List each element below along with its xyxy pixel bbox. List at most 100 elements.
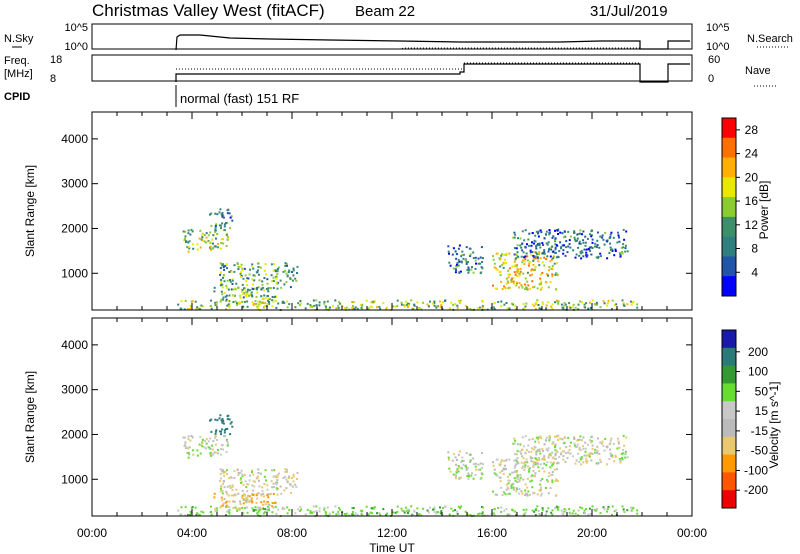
data-cell (492, 464, 495, 467)
data-cell (525, 508, 528, 511)
data-cell (189, 233, 192, 236)
data-cell (219, 473, 222, 476)
data-cell (520, 284, 523, 286)
data-cell (191, 436, 194, 439)
data-cell (594, 451, 596, 454)
data-cell (282, 301, 285, 304)
data-cell (266, 278, 269, 281)
data-cell (221, 293, 224, 296)
data-cell (559, 241, 562, 244)
data-cell (184, 299, 187, 302)
data-cell (212, 440, 215, 443)
data-cell (289, 286, 292, 289)
data-cell (247, 494, 249, 497)
data-cell (226, 415, 229, 418)
y-tick-label: 1000 (61, 266, 88, 280)
data-cell (411, 513, 414, 516)
data-cell (236, 303, 239, 306)
data-cell (270, 274, 273, 277)
data-cell (448, 513, 451, 516)
data-cell (201, 445, 204, 448)
data-cell (243, 494, 246, 497)
data-cell (467, 266, 470, 269)
cpid-program: normal (fast) 151 RF (180, 91, 299, 106)
data-cell (493, 262, 496, 265)
data-cell (478, 306, 481, 309)
data-cell (227, 509, 230, 512)
colorbar-swatch (722, 347, 736, 367)
data-cell (537, 438, 539, 441)
data-cell (552, 257, 555, 260)
data-cell (474, 256, 477, 259)
data-cell (527, 244, 530, 247)
data-cell (615, 303, 618, 306)
data-cell (396, 299, 399, 302)
data-cell (580, 250, 583, 253)
data-cell (252, 283, 254, 286)
data-cell (454, 303, 457, 306)
data-cell (538, 283, 541, 286)
data-cell (205, 241, 207, 244)
data-cell (556, 435, 559, 438)
data-cell (572, 455, 575, 458)
data-cell (515, 490, 518, 493)
time-tick-label: 08:00 (277, 526, 307, 540)
data-cell (553, 468, 556, 471)
data-cell (531, 273, 534, 276)
data-cell (513, 247, 516, 250)
data-cell (404, 300, 407, 303)
data-cell (534, 265, 537, 268)
data-cell (323, 508, 326, 511)
freq-label-line1: Freq. (4, 55, 30, 67)
data-cell (260, 287, 263, 290)
data-cell (459, 476, 462, 479)
data-cell (617, 234, 620, 237)
data-cell (239, 301, 242, 304)
data-cell (526, 287, 529, 290)
data-cell (249, 268, 251, 271)
data-cell (256, 468, 259, 471)
data-cell (276, 476, 279, 479)
data-cell (507, 493, 510, 496)
data-cell (477, 463, 480, 466)
data-cell (561, 438, 564, 441)
data-cell (376, 306, 378, 309)
data-cell (538, 457, 541, 459)
data-cell (243, 288, 246, 291)
data-cell (245, 291, 248, 294)
data-cell (507, 281, 510, 284)
data-cell (220, 477, 222, 480)
data-cell (632, 300, 635, 303)
data-cell (521, 261, 524, 264)
data-cell (369, 305, 372, 308)
data-cell (448, 261, 451, 264)
data-cell (516, 255, 519, 258)
data-cell (456, 306, 459, 309)
data-cell (511, 508, 513, 511)
data-cell (215, 429, 218, 432)
data-cell (202, 511, 205, 514)
data-cell (513, 459, 516, 462)
data-cell (259, 300, 262, 303)
colorbar-frame (721, 329, 737, 509)
data-cell (194, 506, 197, 509)
data-cell (557, 439, 559, 441)
data-cell (458, 466, 461, 469)
data-cell (226, 267, 228, 270)
data-cell (542, 244, 545, 246)
time-tick-label: 00:00 (77, 526, 107, 540)
data-cell (177, 303, 180, 306)
data-cell (252, 509, 255, 512)
data-cell (240, 263, 243, 266)
data-cell (291, 279, 294, 282)
data-cell (608, 443, 611, 446)
data-cell (500, 510, 503, 513)
data-cell (373, 300, 376, 303)
data-cell (223, 225, 226, 228)
data-cell (275, 512, 278, 515)
data-cell (475, 468, 477, 471)
data-cell (296, 471, 299, 474)
data-cell (291, 485, 294, 488)
data-cell (585, 254, 588, 257)
data-cell (285, 281, 288, 284)
